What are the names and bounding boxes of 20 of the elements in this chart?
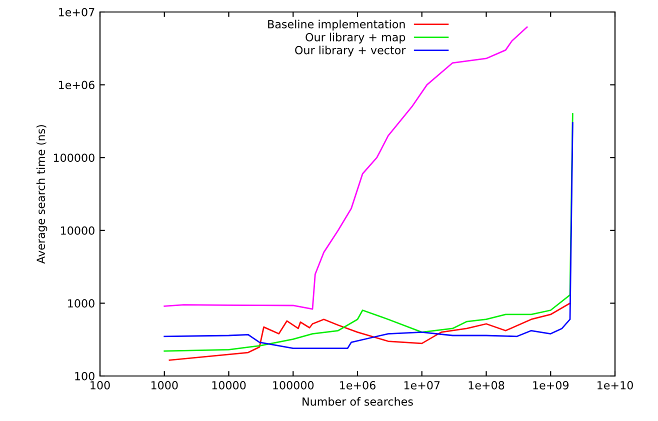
y-axis-title: Average search time (ns) [36, 125, 48, 264]
x-tick-label: 1e+10 [598, 381, 633, 390]
y-tick-label: 100 [75, 372, 94, 380]
y-tick-label: 1e+06 [59, 80, 94, 90]
y-tick-label: 10000 [61, 226, 94, 235]
x-tick-label: 1e+06 [340, 381, 376, 390]
y-tick-label: 100000 [54, 154, 94, 162]
x-tick-label: 1e+07 [404, 381, 440, 390]
x-tick-label: 10000 [212, 381, 246, 390]
y-tick-label: 1000 [68, 299, 94, 308]
legend-label: Baseline implementation [268, 20, 405, 31]
x-tick-label: 1e+08 [468, 381, 504, 390]
x-tick-label: 1000 [151, 381, 178, 390]
x-tick-label: 1e+09 [533, 381, 569, 390]
legend-label: Our library + vector [295, 46, 406, 56]
x-tick-label: 100000 [273, 381, 314, 390]
legend-label: Our library + map [306, 32, 406, 44]
x-tick-label: 100 [90, 381, 110, 390]
y-tick-label: 1e+07 [59, 8, 94, 16]
x-axis-title: Number of searches [302, 397, 413, 406]
